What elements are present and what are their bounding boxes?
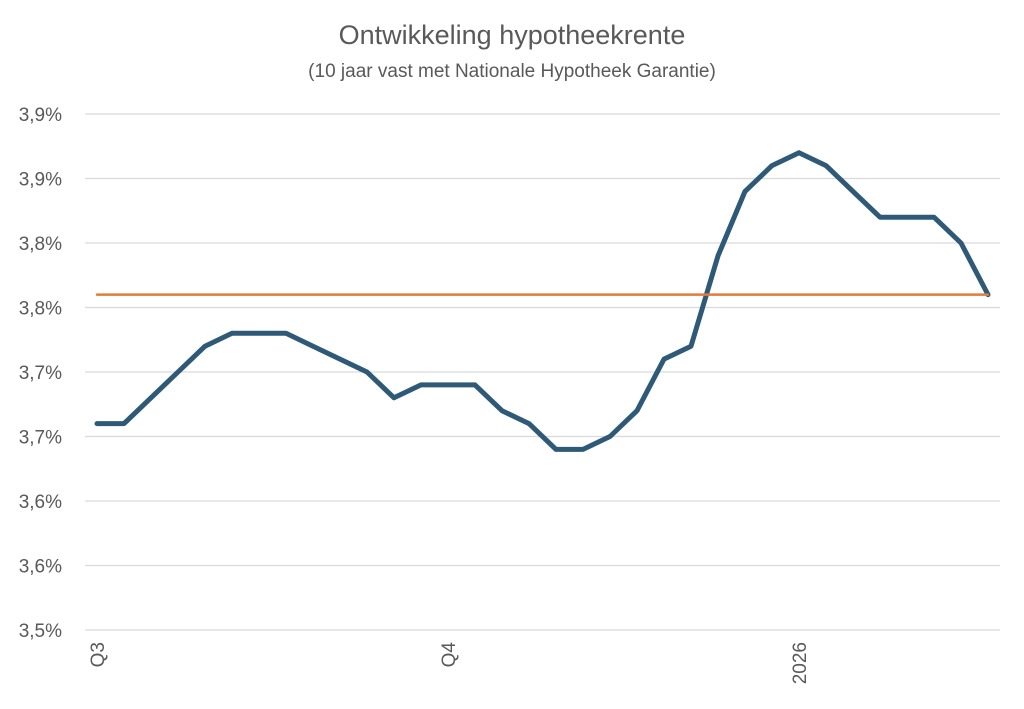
y-tick-label: 3,7% [19, 428, 62, 449]
y-tick-label: 3,8% [19, 234, 62, 255]
y-tick-label: 3,9% [19, 170, 62, 191]
y-tick-label: 3,6% [19, 492, 62, 513]
x-tick-label: Q3 [88, 642, 109, 667]
y-axis: 3,9% 3,9% 3,8% 3,8% 3,7% 3,7% 3,6% 3,6% 3,5% [19, 105, 62, 642]
y-tick-label: 3,5% [19, 621, 62, 642]
series-line-rate [94, 150, 991, 452]
x-tick-label: 2026 [790, 642, 811, 684]
y-tick-label: 3,7% [19, 363, 62, 384]
series [94, 150, 991, 452]
chart-subtitle: (10 jaar vast met Nationale Hypotheek Ga… [308, 61, 716, 82]
x-tick-label: Q4 [439, 642, 460, 668]
chart-title: Ontwikkeling hypotheekrente [339, 20, 686, 50]
y-tick-label: 3,8% [19, 299, 62, 320]
y-tick-label: 3,9% [19, 105, 62, 126]
y-tick-label: 3,6% [19, 557, 62, 578]
x-axis: Q3 Q4 2026 [88, 642, 811, 685]
gridlines [85, 113, 1000, 631]
